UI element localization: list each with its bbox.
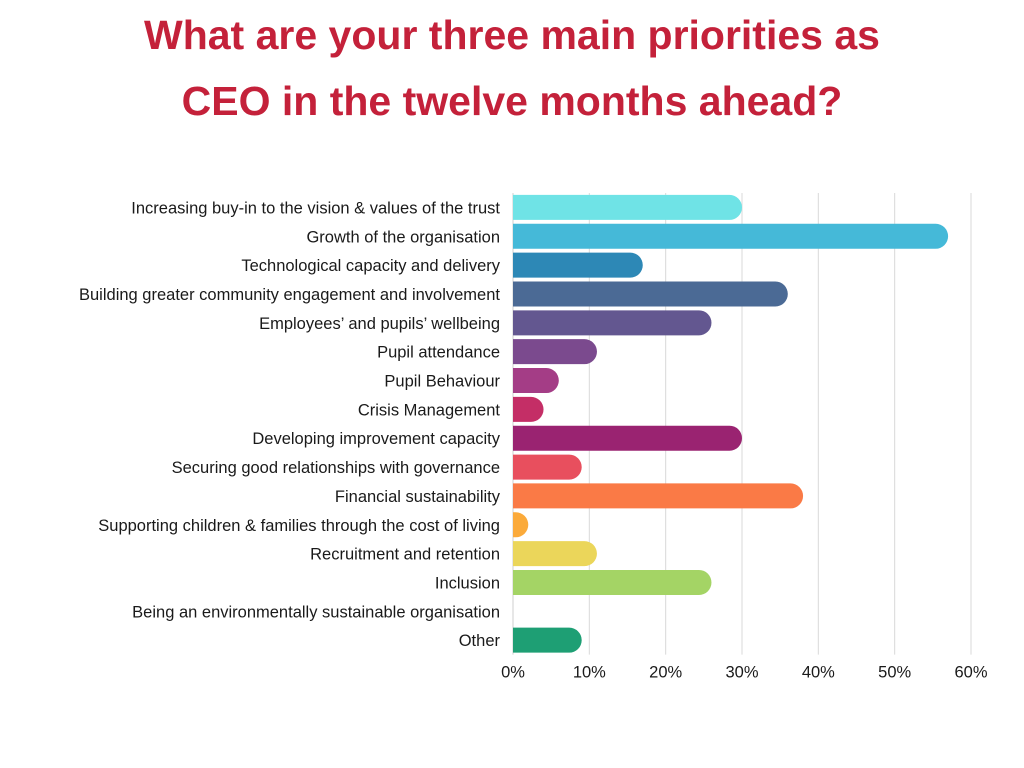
chart-title: What are your three main priorities as C…	[0, 2, 1024, 134]
category-label: Pupil Behaviour	[384, 373, 500, 391]
category-label: Building greater community engagement an…	[79, 286, 500, 304]
bar	[513, 223, 949, 249]
bar	[513, 483, 804, 509]
category-label: Financial sustainability	[335, 488, 501, 506]
x-tick-label: 50%	[878, 664, 911, 682]
bar	[513, 339, 597, 365]
x-tick-label: 10%	[573, 664, 606, 682]
x-tick-label: 60%	[954, 664, 987, 682]
category-label: Increasing buy-in to the vision & values…	[131, 199, 500, 217]
category-label: Pupil attendance	[377, 344, 500, 362]
category-label: Crisis Management	[358, 401, 501, 419]
x-tick-label: 30%	[725, 664, 758, 682]
chart-title-line-1: What are your three main priorities as	[144, 12, 880, 58]
x-tick-label: 40%	[802, 664, 835, 682]
category-label: Developing improvement capacity	[252, 430, 500, 448]
bar	[513, 541, 597, 567]
bar	[513, 425, 742, 451]
category-label: Other	[459, 632, 501, 650]
bar	[513, 396, 544, 422]
bar	[513, 310, 712, 336]
bar	[513, 512, 529, 538]
bar	[513, 194, 742, 220]
bar	[513, 281, 788, 307]
category-label: Technological capacity and delivery	[241, 257, 500, 275]
x-tick-label: 0%	[501, 664, 525, 682]
bar	[513, 627, 582, 653]
bar	[513, 368, 559, 394]
category-label: Growth of the organisation	[306, 228, 500, 246]
category-label: Recruitment and retention	[310, 546, 500, 564]
bar	[513, 569, 712, 595]
x-tick-label: 20%	[649, 664, 682, 682]
bar	[513, 252, 643, 278]
category-label: Supporting children & families through t…	[98, 517, 500, 535]
category-label: Being an environmentally sustainable org…	[132, 603, 500, 621]
bar	[513, 454, 582, 480]
category-label: Employees’ and pupils’ wellbeing	[259, 315, 500, 333]
category-label: Securing good relationships with governa…	[172, 459, 500, 477]
category-label: Inclusion	[435, 574, 500, 592]
chart-title-line-2: CEO in the twelve months ahead?	[181, 78, 843, 124]
